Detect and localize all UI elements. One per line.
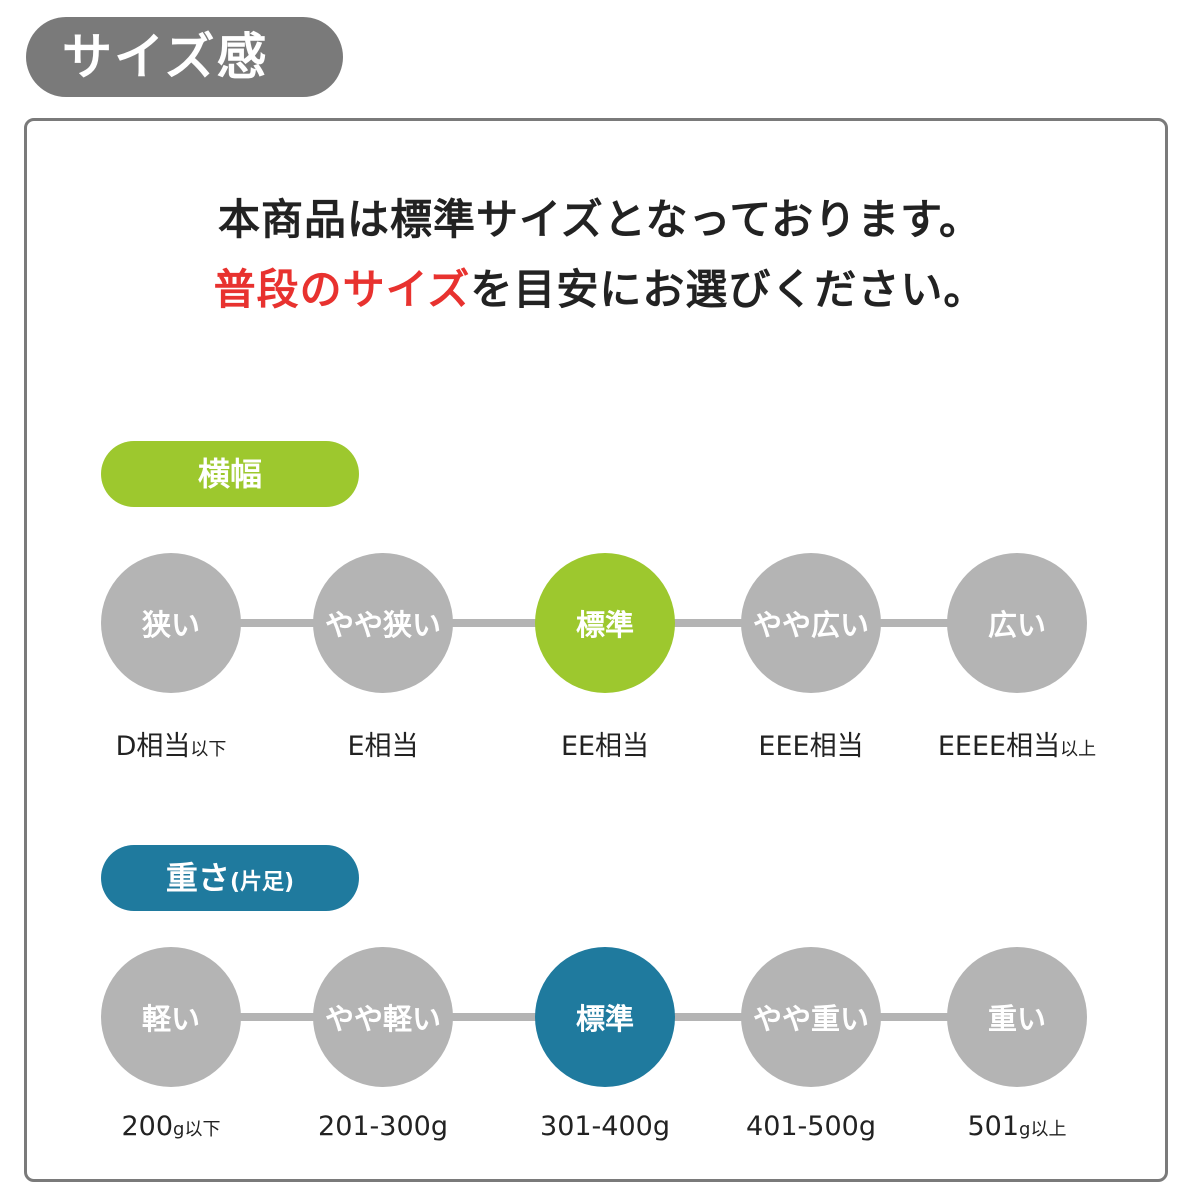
step-value-text: 301-400g — [540, 1111, 670, 1142]
scale-step: やや広い — [741, 553, 881, 693]
step-value-text: EEE相当 — [758, 731, 864, 762]
step-value-text: 200 — [121, 1111, 174, 1142]
scale-step-value: 401-500g — [701, 1111, 921, 1142]
step-value-text: 401-500g — [746, 1111, 876, 1142]
step-value-suffix: 以上 — [1060, 739, 1097, 760]
scale-step-value: 201-300g — [273, 1111, 493, 1142]
step-value-suffix: 以下 — [190, 739, 227, 760]
scale-step: やや重い — [741, 947, 881, 1087]
headline-rest: を目安にお選びください。 — [470, 265, 987, 314]
step-value-text: E相当 — [347, 731, 419, 762]
scale-step: 広い — [947, 553, 1087, 693]
scale-step-value: EE相当 — [495, 724, 715, 763]
scale-step-selected: 標準 — [535, 553, 675, 693]
scale-step-value: 501g以上 — [907, 1111, 1127, 1142]
step-value-text: 501 — [967, 1111, 1020, 1142]
headline-line2: 普段のサイズを目安にお選びください。 — [0, 256, 1200, 317]
width-category-label: 横幅 — [197, 455, 262, 493]
scale-step-selected: 標準 — [535, 947, 675, 1087]
scale-step-value: 200g以下 — [61, 1111, 281, 1142]
section-title: サイズ感 — [26, 17, 343, 97]
step-value-suffix: g以下 — [173, 1119, 221, 1140]
weight-category-note: (片足) — [229, 870, 295, 895]
step-value-text: EEEE相当 — [937, 731, 1061, 762]
scale-step: 軽い — [101, 947, 241, 1087]
step-value-text: 201-300g — [318, 1111, 448, 1142]
step-value-text: EE相当 — [560, 731, 650, 762]
width-category-pill: 横幅 — [101, 441, 359, 507]
scale-step-value: D相当以下 — [61, 724, 281, 763]
scale-step: 狭い — [101, 553, 241, 693]
step-value-suffix: g以上 — [1019, 1119, 1067, 1140]
content-frame — [24, 118, 1168, 1182]
scale-step-value: E相当 — [273, 724, 493, 763]
headline-highlight: 普段のサイズ — [213, 265, 471, 314]
weight-category-label: 重さ — [165, 859, 230, 897]
weight-category-pill: 重さ(片足) — [101, 845, 359, 911]
scale-step: やや軽い — [313, 947, 453, 1087]
scale-step-value: EEEE相当以上 — [907, 724, 1127, 763]
scale-step: 重い — [947, 947, 1087, 1087]
scale-step-value: 301-400g — [495, 1111, 715, 1142]
scale-step-value: EEE相当 — [701, 724, 921, 763]
scale-step: やや狭い — [313, 553, 453, 693]
step-value-text: D相当 — [115, 731, 191, 762]
headline-line1: 本商品は標準サイズとなっております。 — [218, 195, 982, 244]
